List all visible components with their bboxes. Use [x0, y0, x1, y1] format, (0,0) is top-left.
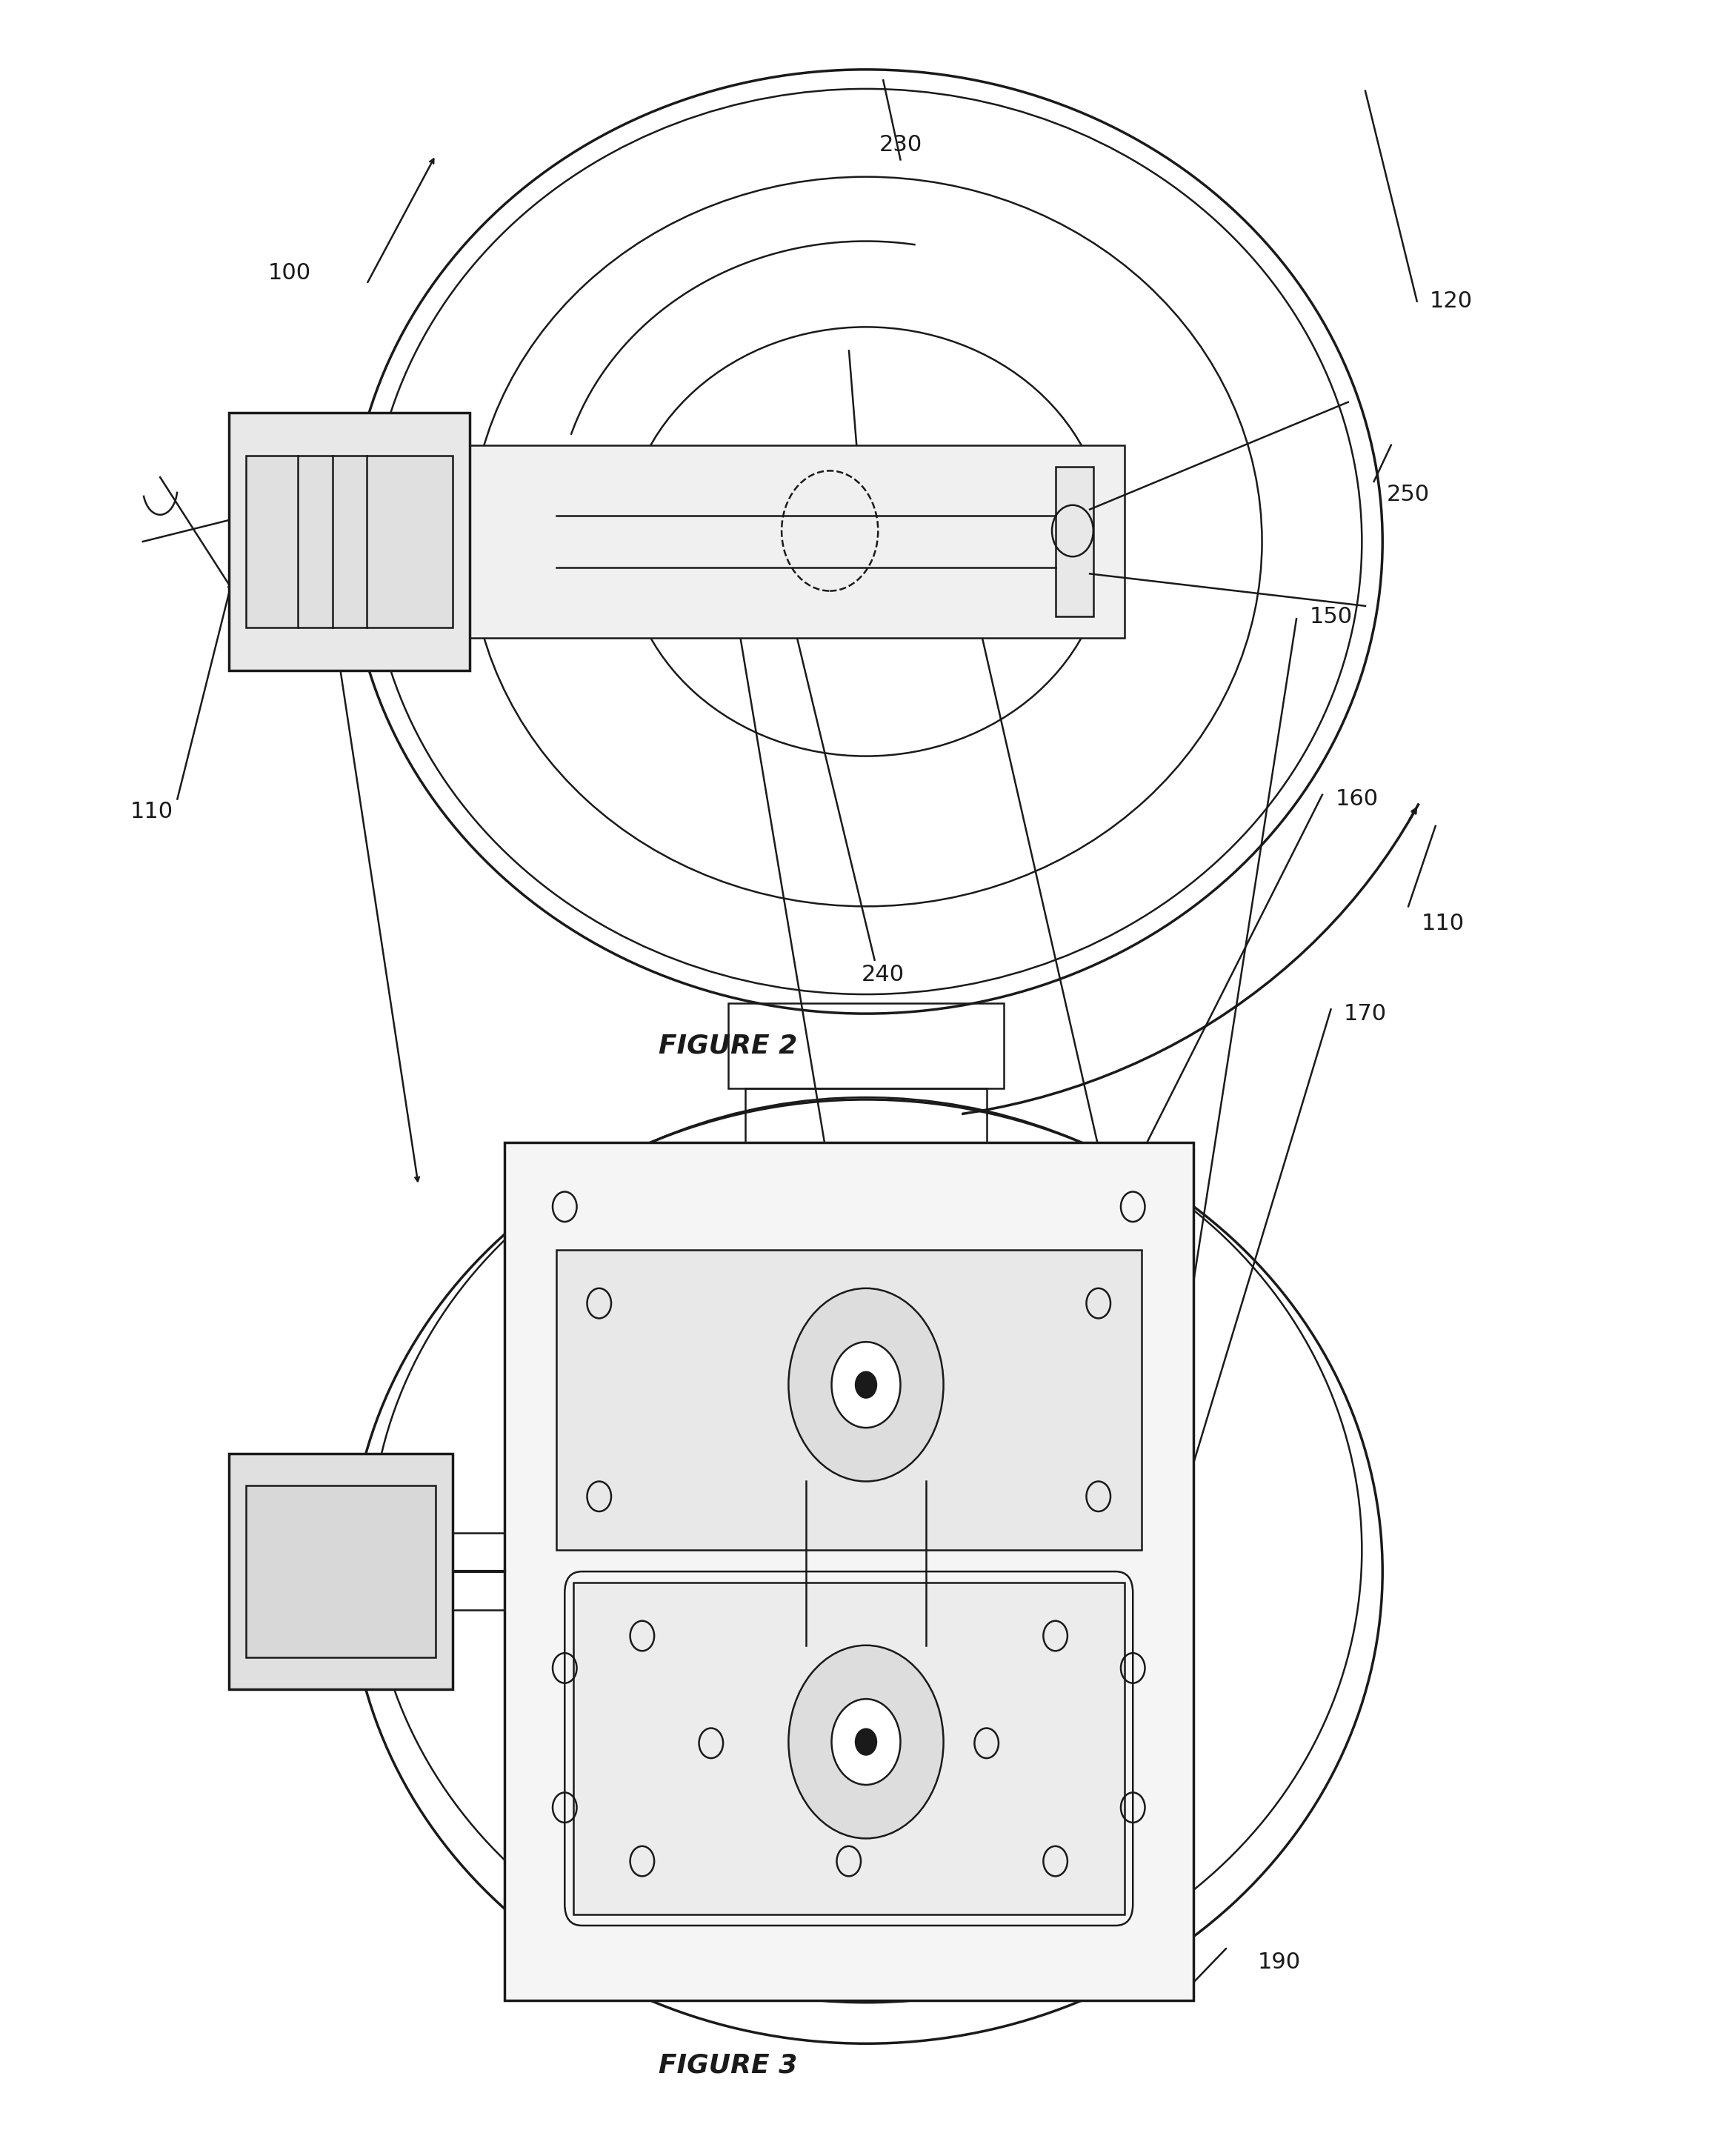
Circle shape — [856, 1729, 876, 1755]
Text: 250: 250 — [1387, 483, 1431, 505]
Bar — [727, 1003, 1005, 1089]
Text: 100: 100 — [268, 263, 310, 285]
Text: FIGURE 3: FIGURE 3 — [658, 2053, 798, 2078]
Text: 100: 100 — [225, 584, 268, 606]
Bar — [246, 1485, 435, 1658]
Text: FIGURE 2: FIGURE 2 — [658, 1033, 798, 1059]
Text: 170: 170 — [1344, 1003, 1387, 1024]
Bar — [573, 1583, 1124, 1915]
Text: 110: 110 — [130, 802, 173, 824]
Text: 130: 130 — [973, 591, 1017, 612]
Text: 240: 240 — [863, 964, 904, 985]
Text: 120: 120 — [1431, 291, 1472, 313]
Bar — [556, 1250, 1141, 1550]
Text: 230: 230 — [878, 134, 921, 155]
Bar — [246, 455, 452, 627]
Text: 140: 140 — [689, 591, 733, 612]
Circle shape — [831, 1341, 901, 1427]
Text: 160: 160 — [1335, 789, 1379, 811]
Text: 190: 190 — [1257, 1951, 1301, 1973]
Circle shape — [856, 1371, 876, 1397]
Bar — [229, 412, 469, 671]
Circle shape — [788, 1645, 944, 1839]
Text: 150: 150 — [1309, 606, 1353, 627]
Bar — [229, 1453, 452, 1690]
Bar — [1055, 466, 1093, 617]
Bar — [745, 1089, 987, 1143]
Text: 110: 110 — [1422, 912, 1464, 934]
Circle shape — [788, 1289, 944, 1481]
Circle shape — [831, 1699, 901, 1785]
Bar — [504, 1143, 1193, 2001]
Bar — [469, 444, 1124, 638]
